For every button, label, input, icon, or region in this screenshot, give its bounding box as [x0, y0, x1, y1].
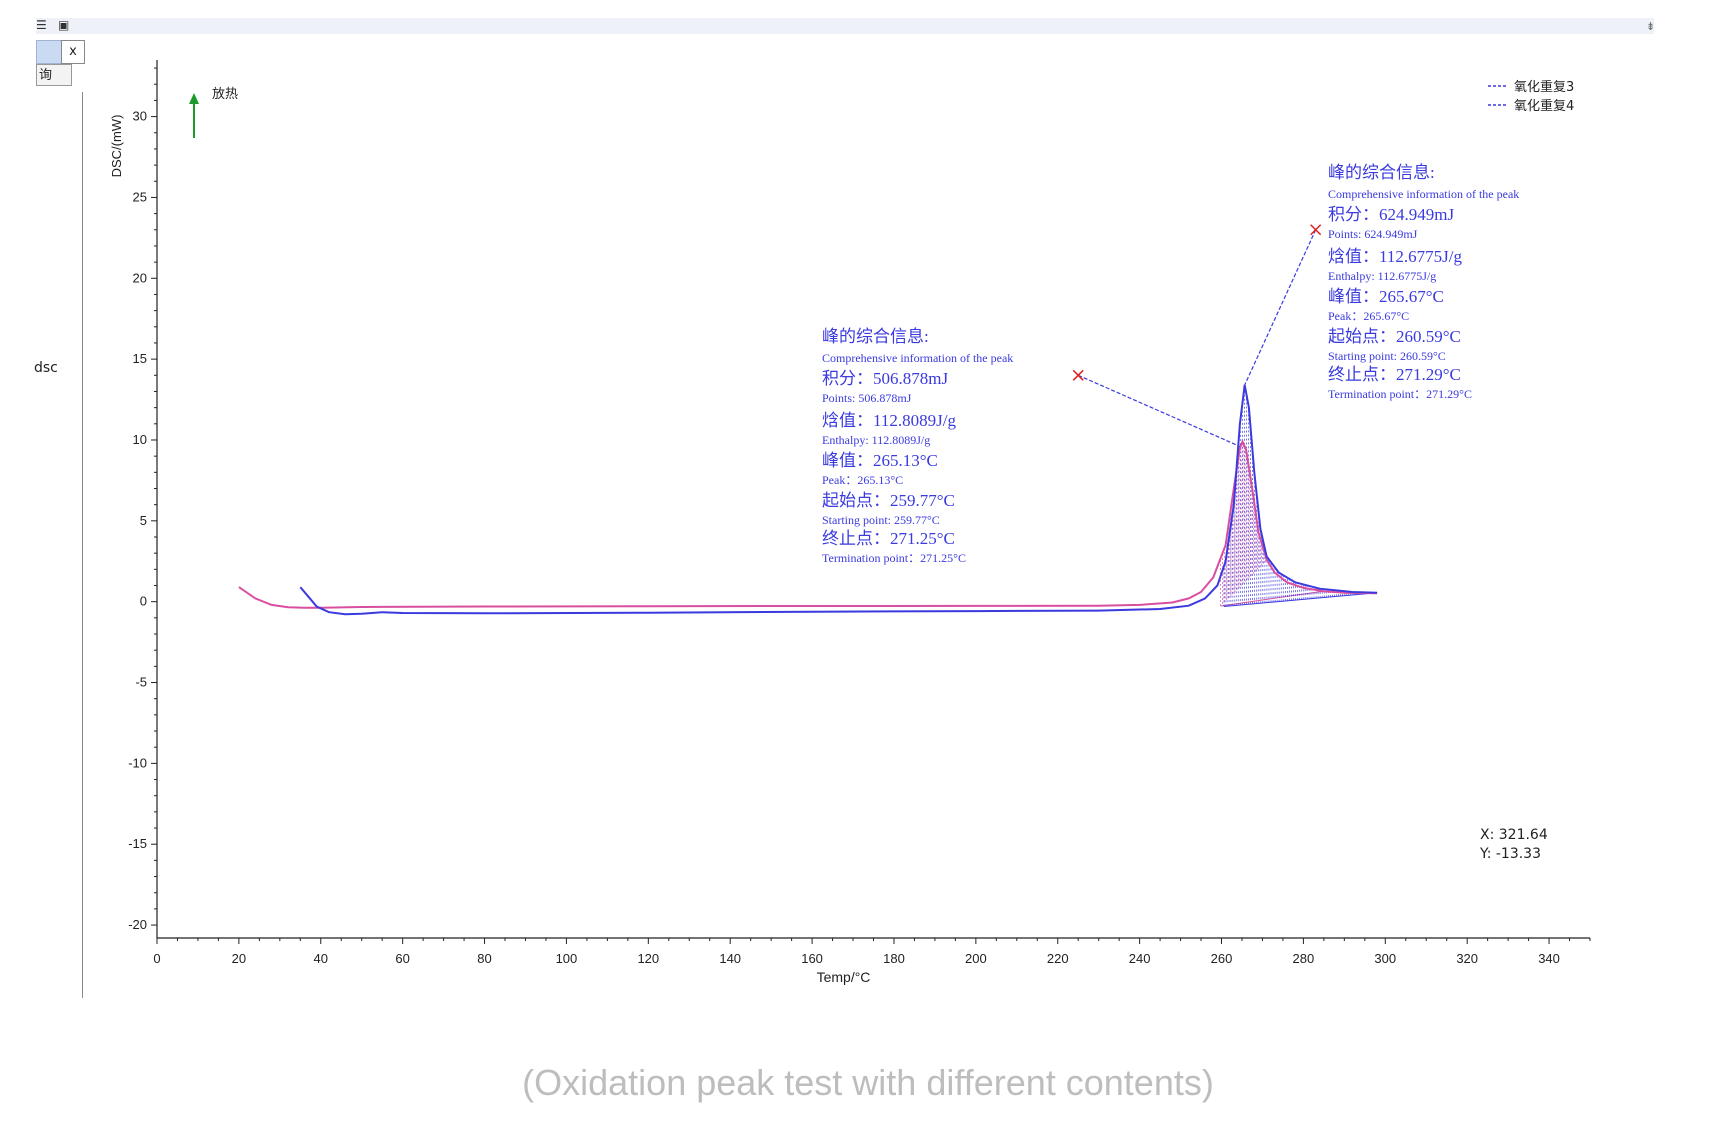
- peak-info-peak-en: Peak：265.67°C: [1328, 309, 1410, 323]
- peak-info-title-en: Comprehensive information of the peak: [1328, 187, 1520, 201]
- legend-entry: 氧化重复3: [1514, 79, 1574, 95]
- y-tick-label: 20: [133, 270, 147, 285]
- peak-info-integral-en: Points: 506.878mJ: [822, 391, 912, 405]
- close-button[interactable]: x: [61, 40, 85, 64]
- y-tick-label: -10: [128, 755, 147, 770]
- peak-info-start-en: Starting point: 260.59°C: [1328, 349, 1446, 363]
- peak-info-end-cn: 终止点：271.25°C: [822, 529, 955, 548]
- legend-entry: 氧化重复4: [1514, 98, 1574, 114]
- y-tick-label: 5: [140, 513, 147, 528]
- figure-caption: (Oxidation peak test with different cont…: [522, 1062, 1214, 1103]
- peak-info-peak-cn: 峰值：265.67°C: [1328, 287, 1444, 306]
- peak-info-start-cn: 起始点：260.59°C: [1328, 327, 1461, 346]
- y-tick-label: -15: [128, 836, 147, 851]
- peak-info-end-en: Termination point：271.25°C: [822, 551, 966, 565]
- peak-info-peak-cn: 峰值：265.13°C: [822, 451, 938, 470]
- toolbar-icon-image[interactable]: ▣: [58, 18, 70, 32]
- x-tick-label: 320: [1456, 951, 1478, 966]
- y-tick-label: 30: [133, 109, 147, 124]
- toolbar-icon-lines[interactable]: ☰: [36, 18, 47, 32]
- side-panel-divider: [82, 92, 83, 998]
- peak-info-end-en: Termination point：271.29°C: [1328, 387, 1472, 401]
- series-line-2: [299, 384, 1378, 616]
- x-tick-label: 240: [1129, 951, 1151, 966]
- peak-info-enthalpy-cn: 焓值：112.8089J/g: [822, 411, 956, 430]
- y-tick-label: -20: [128, 917, 147, 932]
- peak-marker-icon: [1072, 369, 1084, 381]
- x-tick-label: 140: [719, 951, 741, 966]
- x-tick-label: 300: [1374, 951, 1396, 966]
- peak-info-end-cn: 终止点：271.29°C: [1328, 365, 1461, 384]
- x-tick-label: 100: [556, 951, 578, 966]
- x-tick-label: 160: [801, 951, 823, 966]
- side-panel-label: dsc: [34, 360, 58, 376]
- scroll-down-icon[interactable]: ⇟: [1646, 20, 1656, 33]
- x-tick-label: 120: [637, 951, 659, 966]
- integration-baseline: [1220, 590, 1324, 607]
- peak-info-integral-en: Points: 624.949mJ: [1328, 227, 1418, 241]
- y-tick-label: 15: [133, 351, 147, 366]
- peak-info-enthalpy-en: Enthalpy: 112.6775J/g: [1328, 269, 1437, 283]
- exo-arrow-icon: [189, 93, 199, 104]
- cursor-readout-x: X: 321.64: [1480, 827, 1548, 843]
- peak-marker-icon: [1310, 224, 1322, 236]
- y-axis-label: DSC/(mW): [109, 115, 124, 178]
- integration-baseline: [1223, 592, 1378, 608]
- peak-info-title-en: Comprehensive information of the peak: [822, 351, 1014, 365]
- series-line-1: [238, 439, 1378, 609]
- peak-leader-line: [1077, 374, 1241, 447]
- x-tick-label: 40: [314, 951, 328, 966]
- x-axis-label: Temp/°C: [817, 969, 871, 985]
- x-tick-label: 0: [153, 951, 160, 966]
- peak-info-integral-cn: 积分：624.949mJ: [1328, 205, 1455, 224]
- x-tick-label: 20: [232, 951, 246, 966]
- x-tick-label: 80: [477, 951, 491, 966]
- exo-label: 放热: [212, 87, 238, 102]
- cursor-readout: X: 321.64 Y: -13.33: [1480, 826, 1548, 864]
- x-tick-label: 280: [1293, 951, 1315, 966]
- y-tick-label: -5: [135, 675, 147, 690]
- x-tick-label: 340: [1538, 951, 1560, 966]
- peak-info-peak-en: Peak：265.13°C: [822, 473, 904, 487]
- peak-leader-line: [1242, 229, 1317, 389]
- peak-info-integral-cn: 积分：506.878mJ: [822, 369, 949, 388]
- cursor-readout-y: Y: -13.33: [1480, 846, 1541, 862]
- top-toolbar: ☰ ▣: [36, 18, 1654, 34]
- peak-info-start-en: Starting point: 259.77°C: [822, 513, 940, 527]
- x-tick-label: 260: [1211, 951, 1233, 966]
- peak-info-title-cn: 峰的综合信息:: [822, 327, 929, 346]
- x-tick-label: 60: [395, 951, 409, 966]
- x-tick-label: 180: [883, 951, 905, 966]
- peak-info-start-cn: 起始点：259.77°C: [822, 491, 955, 510]
- x-tick-label: 200: [965, 951, 987, 966]
- peak-info-enthalpy-cn: 焓值：112.6775J/g: [1328, 247, 1462, 266]
- query-button[interactable]: 询: [36, 64, 72, 86]
- y-tick-label: 25: [133, 189, 147, 204]
- peak-info-title-cn: 峰的综合信息:: [1328, 163, 1435, 182]
- x-tick-label: 220: [1047, 951, 1069, 966]
- y-tick-label: 0: [140, 594, 147, 609]
- peak-info-enthalpy-en: Enthalpy: 112.8089J/g: [822, 433, 931, 447]
- y-tick-label: 10: [133, 432, 147, 447]
